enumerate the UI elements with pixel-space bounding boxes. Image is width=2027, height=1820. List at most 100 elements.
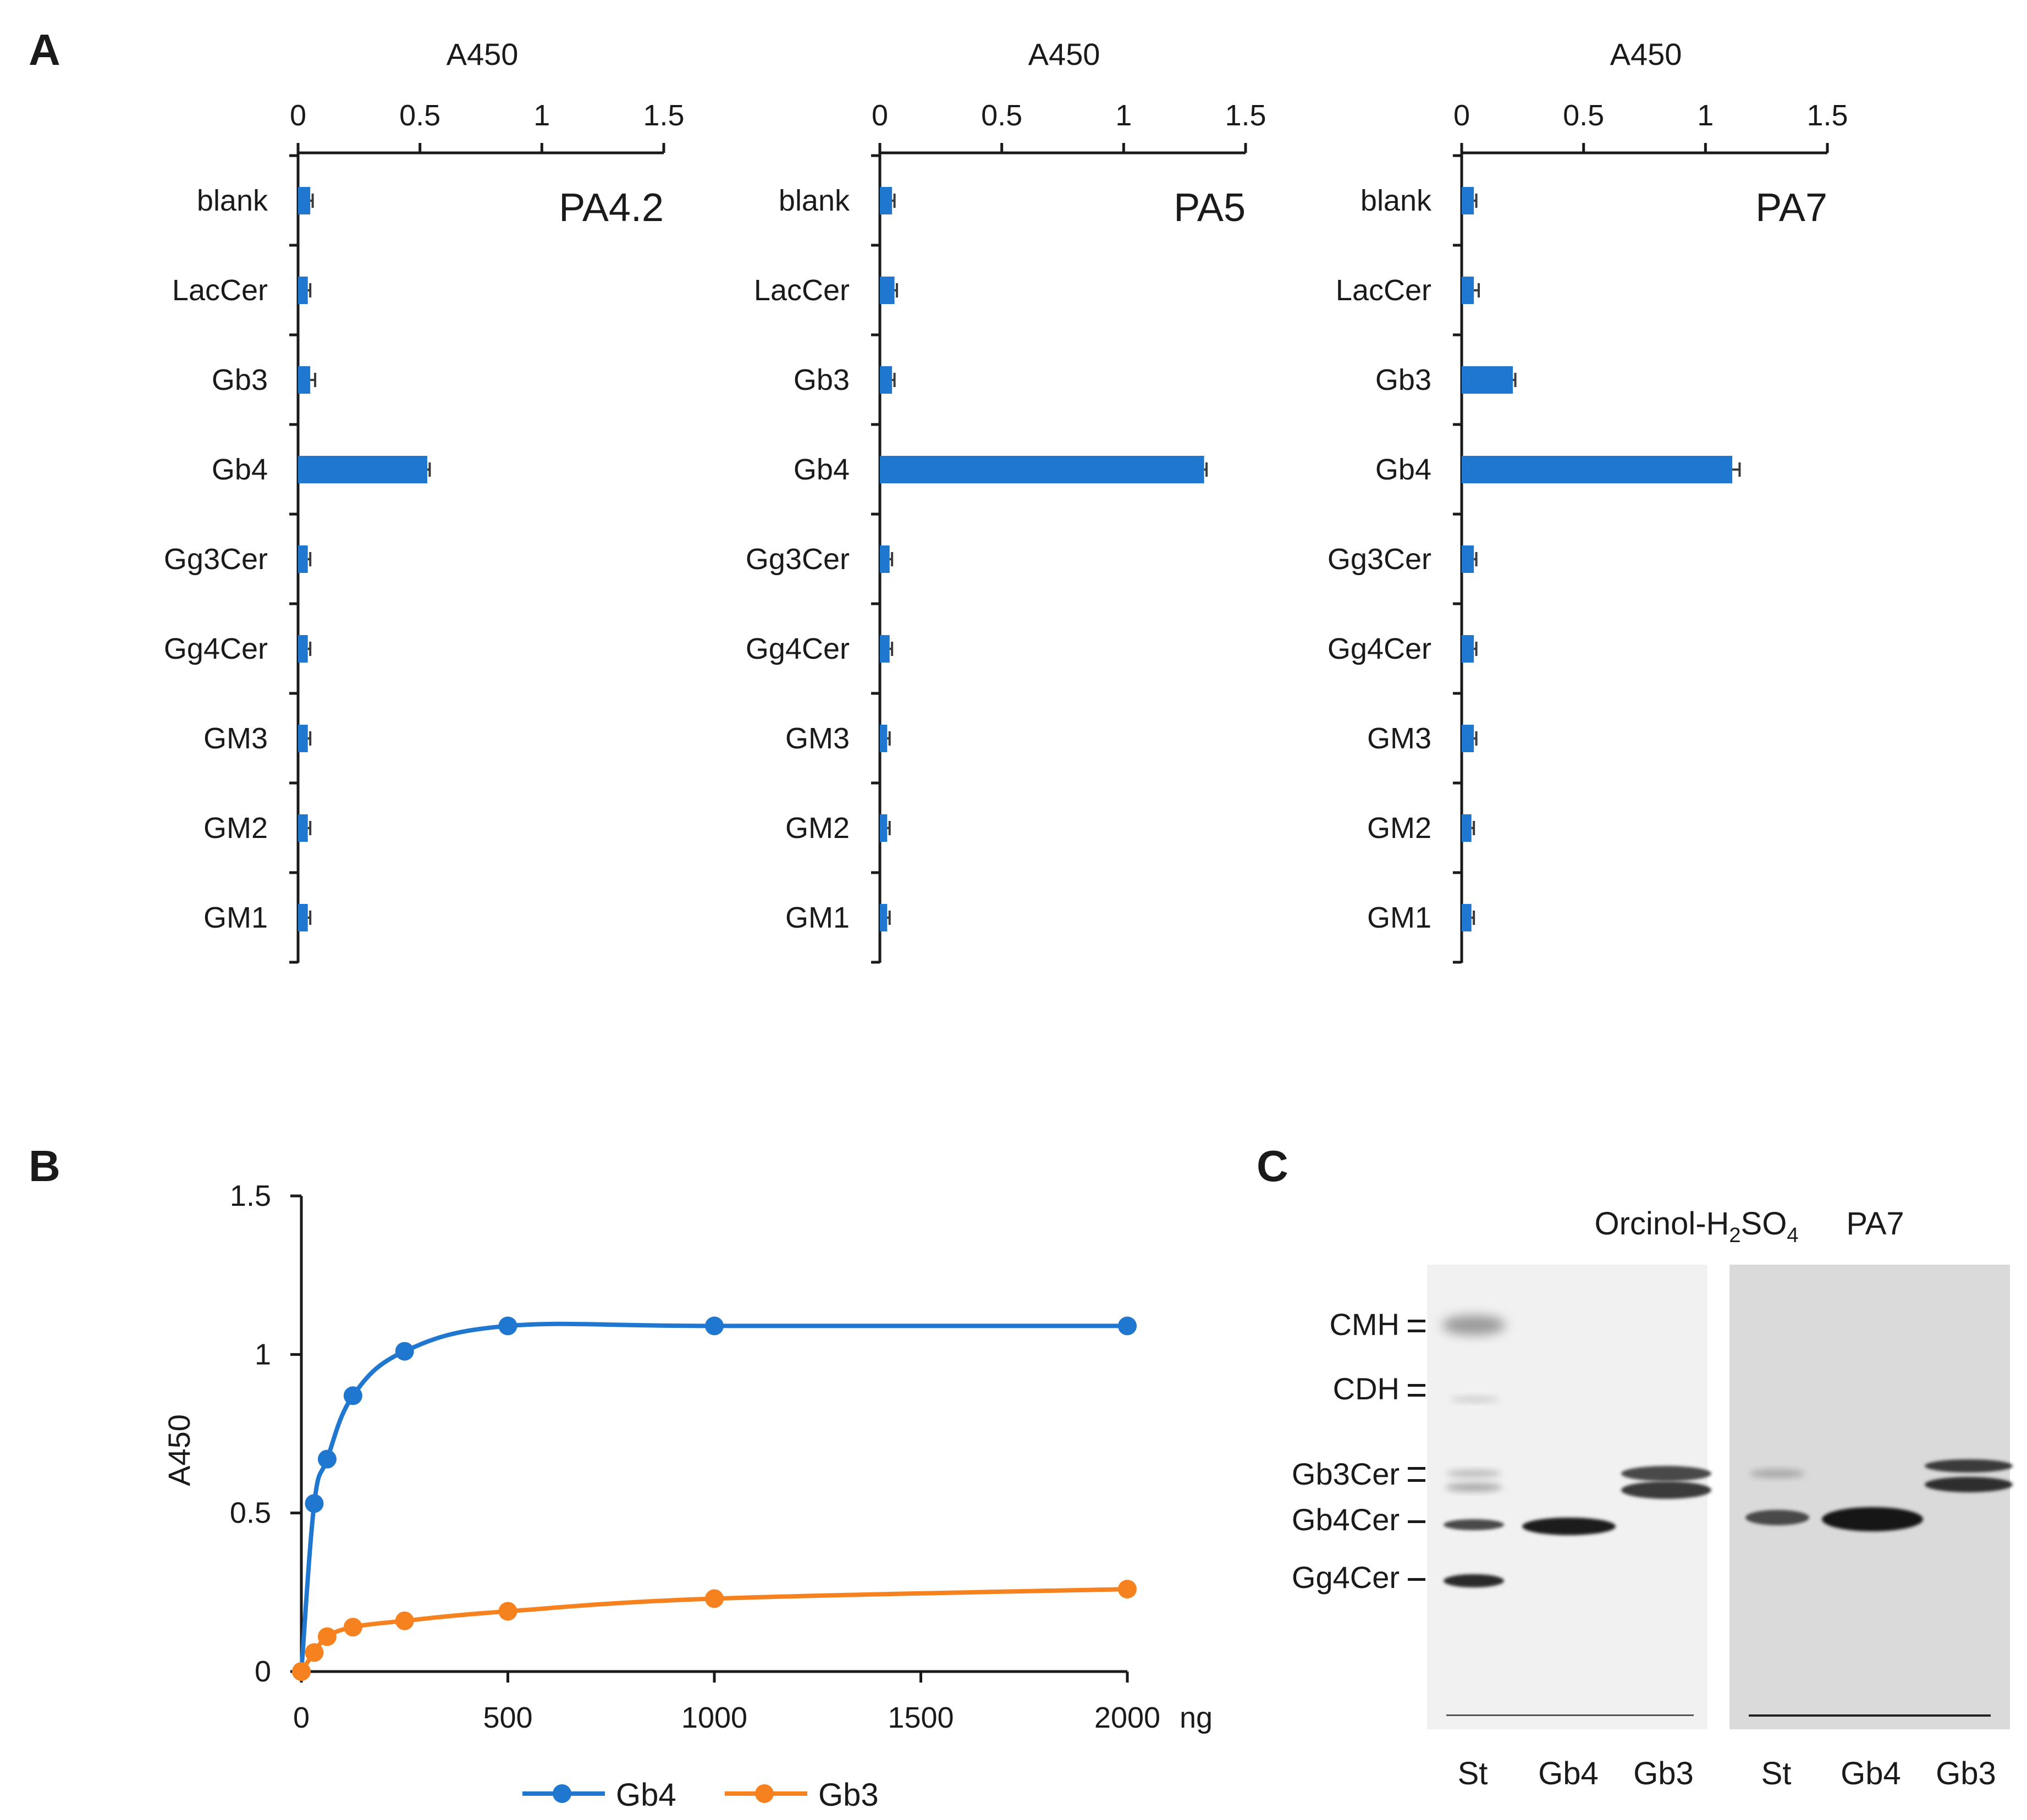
category-label: Gg3Cer xyxy=(746,543,850,576)
bar-gb3 xyxy=(298,366,311,394)
lane-label-left-st: St xyxy=(1458,1756,1488,1791)
data-point-gb4 xyxy=(498,1316,517,1336)
tick-cdh-1 xyxy=(1408,1384,1425,1387)
category-label: GM2 xyxy=(1367,812,1431,845)
data-point-gb3 xyxy=(305,1643,324,1662)
legend-label: Gb3 xyxy=(818,1777,879,1813)
chart-title: PA7 xyxy=(1755,186,1827,230)
chart-title: PA4.2 xyxy=(559,186,664,230)
category-label: Gg3Cer xyxy=(1328,543,1431,576)
category-label: Gg3Cer xyxy=(164,543,268,576)
legend-item-gb4: Gb4 xyxy=(522,1777,676,1813)
band-pa7-st-gb4 xyxy=(1745,1510,1809,1525)
category-label: GM3 xyxy=(785,722,850,755)
bar-blank xyxy=(880,187,893,214)
bar-laccer xyxy=(298,277,308,304)
x-axis-title: A450 xyxy=(1028,37,1100,71)
blot-title-orcinol: Orcinol-H2SO4 xyxy=(1594,1206,1798,1247)
bar-gm3 xyxy=(298,725,308,752)
x-tick-label: 1.5 xyxy=(1225,99,1266,132)
bar-gg3cer xyxy=(880,545,890,573)
blot-title-pa7: PA7 xyxy=(1846,1206,1904,1242)
bar-gm2 xyxy=(880,814,888,842)
band-st-gb3-upper xyxy=(1446,1470,1501,1477)
legend-swatch-marker xyxy=(553,1784,571,1803)
y-tick-label: 1.5 xyxy=(230,1179,271,1212)
bar-gg3cer xyxy=(1462,545,1474,573)
lane-label-right-gb3: Gb3 xyxy=(1936,1756,1996,1791)
series-gb4 xyxy=(292,1316,1137,1681)
data-point-gb4 xyxy=(705,1316,724,1336)
tick-gb3cer-1 xyxy=(1408,1467,1425,1470)
x-tick-label: 0.5 xyxy=(1563,99,1604,132)
band-label-cdh: CDH xyxy=(1333,1371,1400,1406)
tick-cmh-2 xyxy=(1408,1330,1425,1332)
bar-gm2 xyxy=(1462,814,1472,842)
bar-gb4 xyxy=(1462,456,1733,483)
tick-gb4cer xyxy=(1408,1520,1425,1523)
lane-label-right-gb4: Gb4 xyxy=(1841,1756,1901,1791)
band-st-cmh xyxy=(1442,1315,1506,1335)
panel-label-b: B xyxy=(29,1141,60,1190)
category-label: GM2 xyxy=(203,812,268,845)
category-label: blank xyxy=(779,184,850,217)
bar-gm1 xyxy=(298,904,308,931)
bar-gm1 xyxy=(880,904,888,931)
bar-laccer xyxy=(880,277,895,304)
bar-gm1 xyxy=(1462,904,1472,931)
bar-gb3 xyxy=(1462,366,1513,394)
data-point-gb4 xyxy=(395,1342,414,1361)
bar-blank xyxy=(298,187,311,214)
bar-gm2 xyxy=(298,814,308,842)
y-tick-label: 1 xyxy=(255,1338,271,1371)
category-label: LacCer xyxy=(1336,274,1431,307)
bar-chart-pa4-2: A450 0 0.5 1 1.5 PA4.2 blank LacCer Gb3 Gb4 Gg3Cer… xyxy=(164,37,685,964)
category-label: Gb3 xyxy=(794,363,850,396)
bar-gg4cer xyxy=(880,635,890,663)
x-tick-label: 500 xyxy=(483,1701,532,1734)
data-point-gb3 xyxy=(705,1589,724,1608)
category-label: Gg4Cer xyxy=(164,632,268,665)
x-tick-label: 1500 xyxy=(888,1701,954,1734)
band-st-gg4 xyxy=(1444,1574,1504,1587)
band-pa7-st-gb3 xyxy=(1750,1469,1805,1478)
band-label-cmh: CMH xyxy=(1329,1307,1400,1342)
band-st-gb4 xyxy=(1444,1519,1504,1530)
chart-title: PA5 xyxy=(1174,186,1246,230)
data-point-gb3 xyxy=(292,1662,311,1681)
data-point-gb3 xyxy=(395,1611,414,1630)
bar-gg3cer xyxy=(298,545,308,573)
x-tick-label: 0 xyxy=(290,99,306,132)
x-axis-title: A450 xyxy=(1610,37,1682,71)
category-label: Gb4 xyxy=(212,453,268,486)
legend-label: Gb4 xyxy=(616,1777,676,1813)
data-point-gb3 xyxy=(498,1602,517,1621)
panel-a-bar-charts: A450 0 0.5 1 1.5 PA4.2 blank LacCer Gb3 Gb4 Gg3Cer… xyxy=(164,37,1848,964)
blot-plate-pa7 xyxy=(1729,1265,2010,1729)
bar-chart-pa5: A450 0 0.5 1 1.5 PA5 blank LacCer Gb3 Gb4 Gg3Cer Gg… xyxy=(746,37,1266,964)
band-label-gb3cer: Gb3Cer xyxy=(1292,1457,1400,1491)
x-tick-label: 0.5 xyxy=(981,99,1022,132)
lane-label-left-gb3: Gb3 xyxy=(1633,1756,1694,1791)
y-tick-label: 0 xyxy=(255,1655,271,1688)
x-tick-label: 0 xyxy=(1453,99,1470,132)
series-gb3 xyxy=(292,1580,1137,1681)
band-st-cdh xyxy=(1450,1396,1500,1403)
data-point-gb3 xyxy=(317,1627,337,1646)
band-st-gb3-lower xyxy=(1445,1483,1502,1492)
category-label: Gb4 xyxy=(1375,453,1431,486)
category-label: LacCer xyxy=(172,274,268,307)
band-gb3-upper xyxy=(1621,1466,1711,1481)
x-tick-label: 2000 xyxy=(1094,1701,1160,1734)
category-label: Gb3 xyxy=(212,363,268,396)
category-label: GM3 xyxy=(203,722,268,755)
bar-gb4 xyxy=(298,456,427,483)
y-tick-label: 0.5 xyxy=(230,1497,271,1530)
category-label: blank xyxy=(1360,184,1432,217)
category-label: GM1 xyxy=(785,901,850,934)
panel-label-a: A xyxy=(29,25,60,74)
panel-b-line-chart: 0 0.5 1 1.5 0 500 1000 1500 2000 ng A450 Gb4 Gb3 xyxy=(162,1179,1213,1813)
bar-gg4cer xyxy=(1462,635,1474,663)
y-axis-title: A450 xyxy=(162,1414,196,1486)
